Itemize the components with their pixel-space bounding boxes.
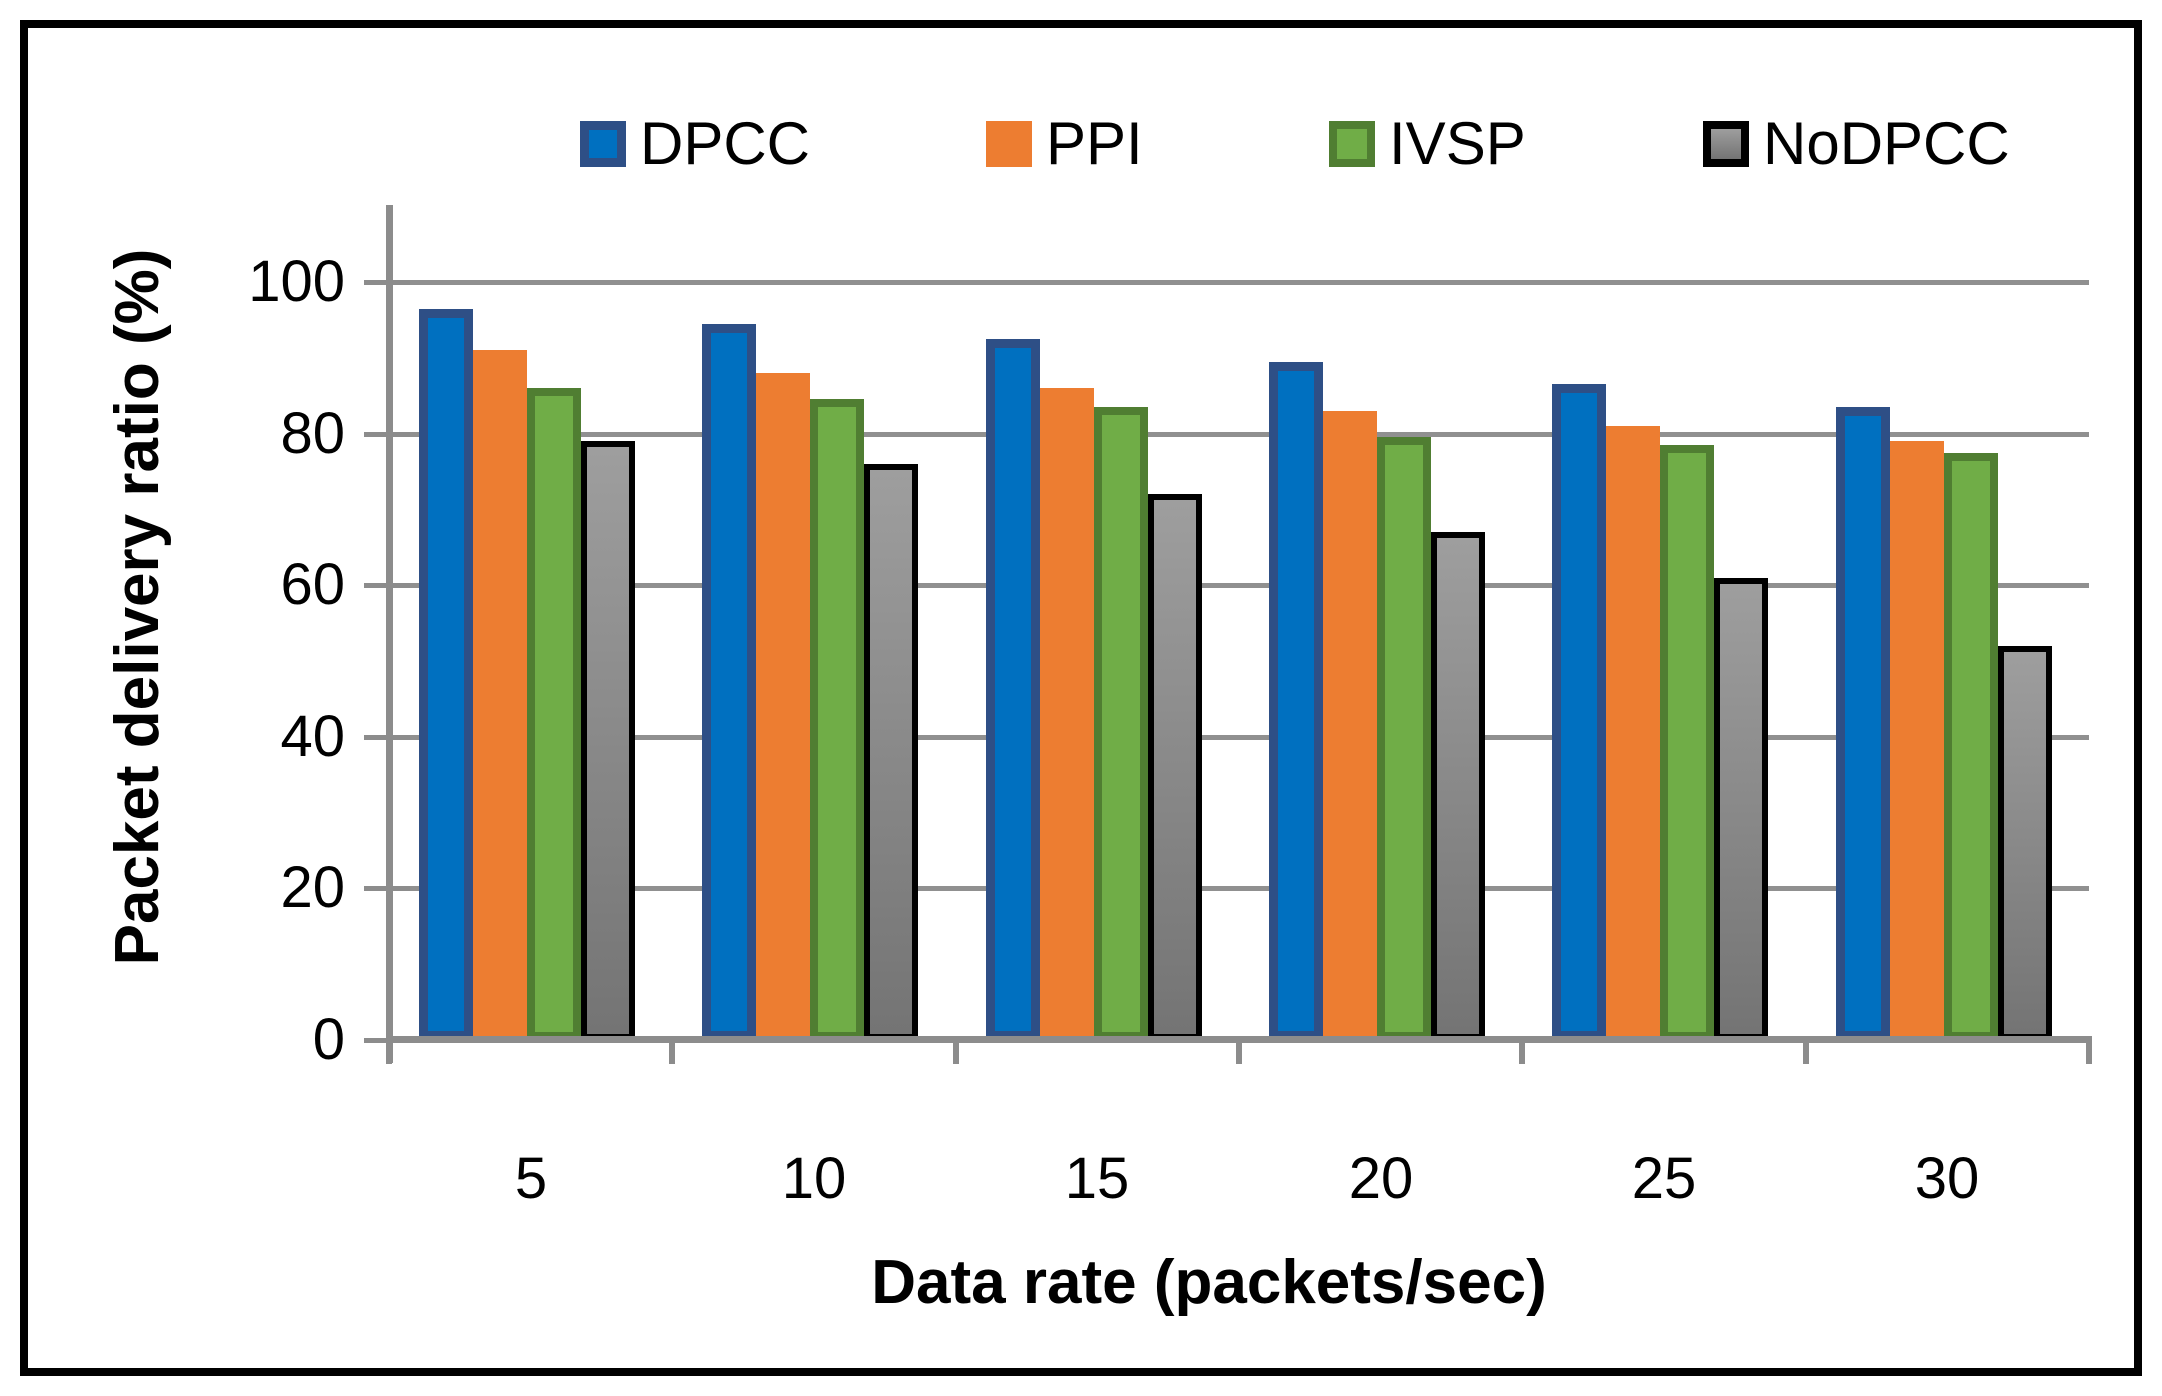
legend-label: NoDPCC [1763,110,2010,177]
y-tick-mark [364,583,410,588]
y-tick-mark [364,735,410,740]
y-tick-label: 80 [280,401,345,466]
bar-ivsp-at-20 [1377,437,1431,1040]
bar-nodpcc-at-30 [1998,646,2052,1040]
y-tick-mark [364,432,410,437]
x-tick-label: 10 [781,1146,847,1211]
legend-item-nodpcc: NoDPCC [1703,110,2010,177]
y-tick-mark [364,280,410,285]
bar-ivsp-at-5 [527,388,581,1040]
legend-swatch-icon [1329,121,1375,167]
bar-ivsp-at-30 [1944,453,1998,1040]
y-tick-label: 20 [280,855,345,920]
grid-line-100 [389,280,2089,285]
bar-nodpcc-at-25 [1714,578,1768,1040]
x-axis-title: Data rate (packets/sec) [871,1248,1547,1317]
legend-item-ppi: PPI [986,110,1143,177]
x-tick-mark [1803,1039,1809,1064]
figure-frame [20,20,2142,1376]
legend-label: IVSP [1389,110,1526,177]
x-tick-mark [2086,1039,2092,1064]
x-tick-label: 30 [1914,1146,1980,1211]
y-tick-label: 40 [280,704,345,769]
x-tick-label: 20 [1348,1146,1414,1211]
y-axis-line [386,205,393,1063]
bar-nodpcc-at-20 [1431,532,1485,1040]
legend-label: PPI [1046,110,1143,177]
bar-ppi-at-15 [1040,388,1094,1040]
x-tick-mark [386,1039,392,1064]
bar-dpcc-at-15 [986,339,1040,1040]
legend-item-dpcc: DPCC [580,110,811,177]
x-tick-mark [1236,1039,1242,1064]
bar-dpcc-at-20 [1269,362,1323,1040]
grid-line-40 [389,735,2089,740]
legend-label: DPCC [640,110,811,177]
bar-dpcc-at-10 [702,324,756,1040]
grid-line-80 [389,432,2089,437]
bar-nodpcc-at-10 [864,464,918,1040]
bar-nodpcc-at-15 [1148,494,1202,1040]
x-tick-label: 15 [1064,1146,1130,1211]
bar-ppi-at-25 [1606,426,1660,1040]
bar-dpcc-at-5 [419,309,473,1040]
grid-line-20 [389,886,2089,891]
legend-swatch-icon [1703,121,1749,167]
legend-item-ivsp: IVSP [1329,110,1526,177]
x-tick-mark [953,1039,959,1064]
bar-ppi-at-20 [1323,411,1377,1040]
bar-nodpcc-at-5 [581,441,635,1040]
bar-ppi-at-5 [473,350,527,1040]
bar-ppi-at-30 [1890,441,1944,1040]
bar-dpcc-at-30 [1836,407,1890,1040]
x-tick-label: 5 [514,1146,548,1211]
bar-ppi-at-10 [756,373,810,1040]
y-tick-label: 60 [280,552,345,617]
x-tick-mark [1519,1039,1525,1064]
x-tick-mark [669,1039,675,1064]
y-axis-title: Packet delivery ratio (%) [103,248,172,966]
legend: DPCC PPI IVSP NoDPCC [0,0,2162,200]
bar-dpcc-at-25 [1552,384,1606,1040]
y-tick-mark [364,886,410,891]
bar-ivsp-at-15 [1094,407,1148,1040]
y-tick-label: 100 [248,249,345,314]
y-tick-label: 0 [312,1007,345,1072]
grid-line-60 [389,583,2089,588]
bar-ivsp-at-25 [1660,445,1714,1040]
x-tick-label: 25 [1631,1146,1697,1211]
legend-swatch-icon [580,121,626,167]
legend-swatch-icon [986,121,1032,167]
bar-ivsp-at-10 [810,399,864,1040]
